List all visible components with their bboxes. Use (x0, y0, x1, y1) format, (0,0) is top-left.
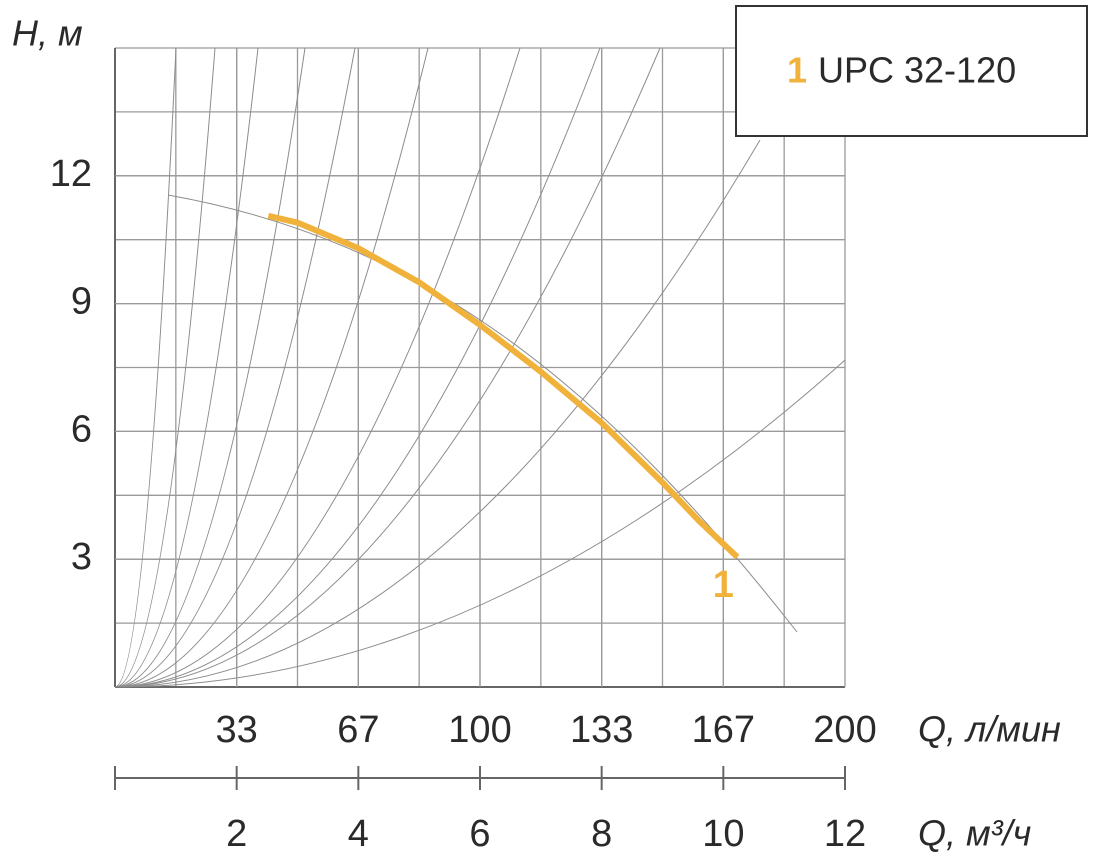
system-curve (114, 47, 429, 688)
x-tick-label: 12 (824, 813, 866, 855)
legend-box (735, 5, 1088, 137)
curve-label: 1 (713, 564, 734, 606)
y-tick-label: 12 (50, 153, 92, 195)
legend-number: 1 (787, 50, 807, 91)
x2-tick-label: 167 (692, 709, 755, 751)
system-curve (114, 47, 661, 688)
legend-label: UPC 32-120 (818, 50, 1016, 91)
system-curve (114, 47, 177, 688)
x-tick-label: 10 (702, 813, 744, 855)
data-line (267, 212, 740, 560)
x-tick-label: 4 (348, 813, 369, 855)
x2-tick-label: 67 (337, 709, 379, 751)
x-tick-label: 2 (226, 813, 247, 855)
system-curve (114, 47, 356, 688)
y-tick-label: 6 (71, 408, 92, 450)
system-curve (114, 47, 521, 688)
grid (114, 47, 846, 688)
x-axis-label: Q, м³/ч (918, 813, 1031, 854)
y-tick-label: 9 (71, 281, 92, 323)
y-tick-label: 3 (71, 536, 92, 578)
system-curve (114, 139, 761, 688)
x-axis-label: Q, л/мин (918, 709, 1061, 750)
x2-tick-label: 133 (570, 709, 633, 751)
system-curve (114, 47, 601, 688)
pump-curve-extension (167, 194, 798, 633)
system-curve (114, 47, 259, 688)
system-curve (114, 47, 216, 688)
y-axis-label: H, м (12, 13, 83, 54)
x2-tick-label: 33 (216, 709, 258, 751)
system-curve (114, 359, 846, 688)
x2-tick-label: 200 (813, 709, 876, 751)
x2-tick-label: 100 (448, 709, 511, 751)
x-tick-label: 8 (591, 813, 612, 855)
x-tick-label: 6 (469, 813, 490, 855)
